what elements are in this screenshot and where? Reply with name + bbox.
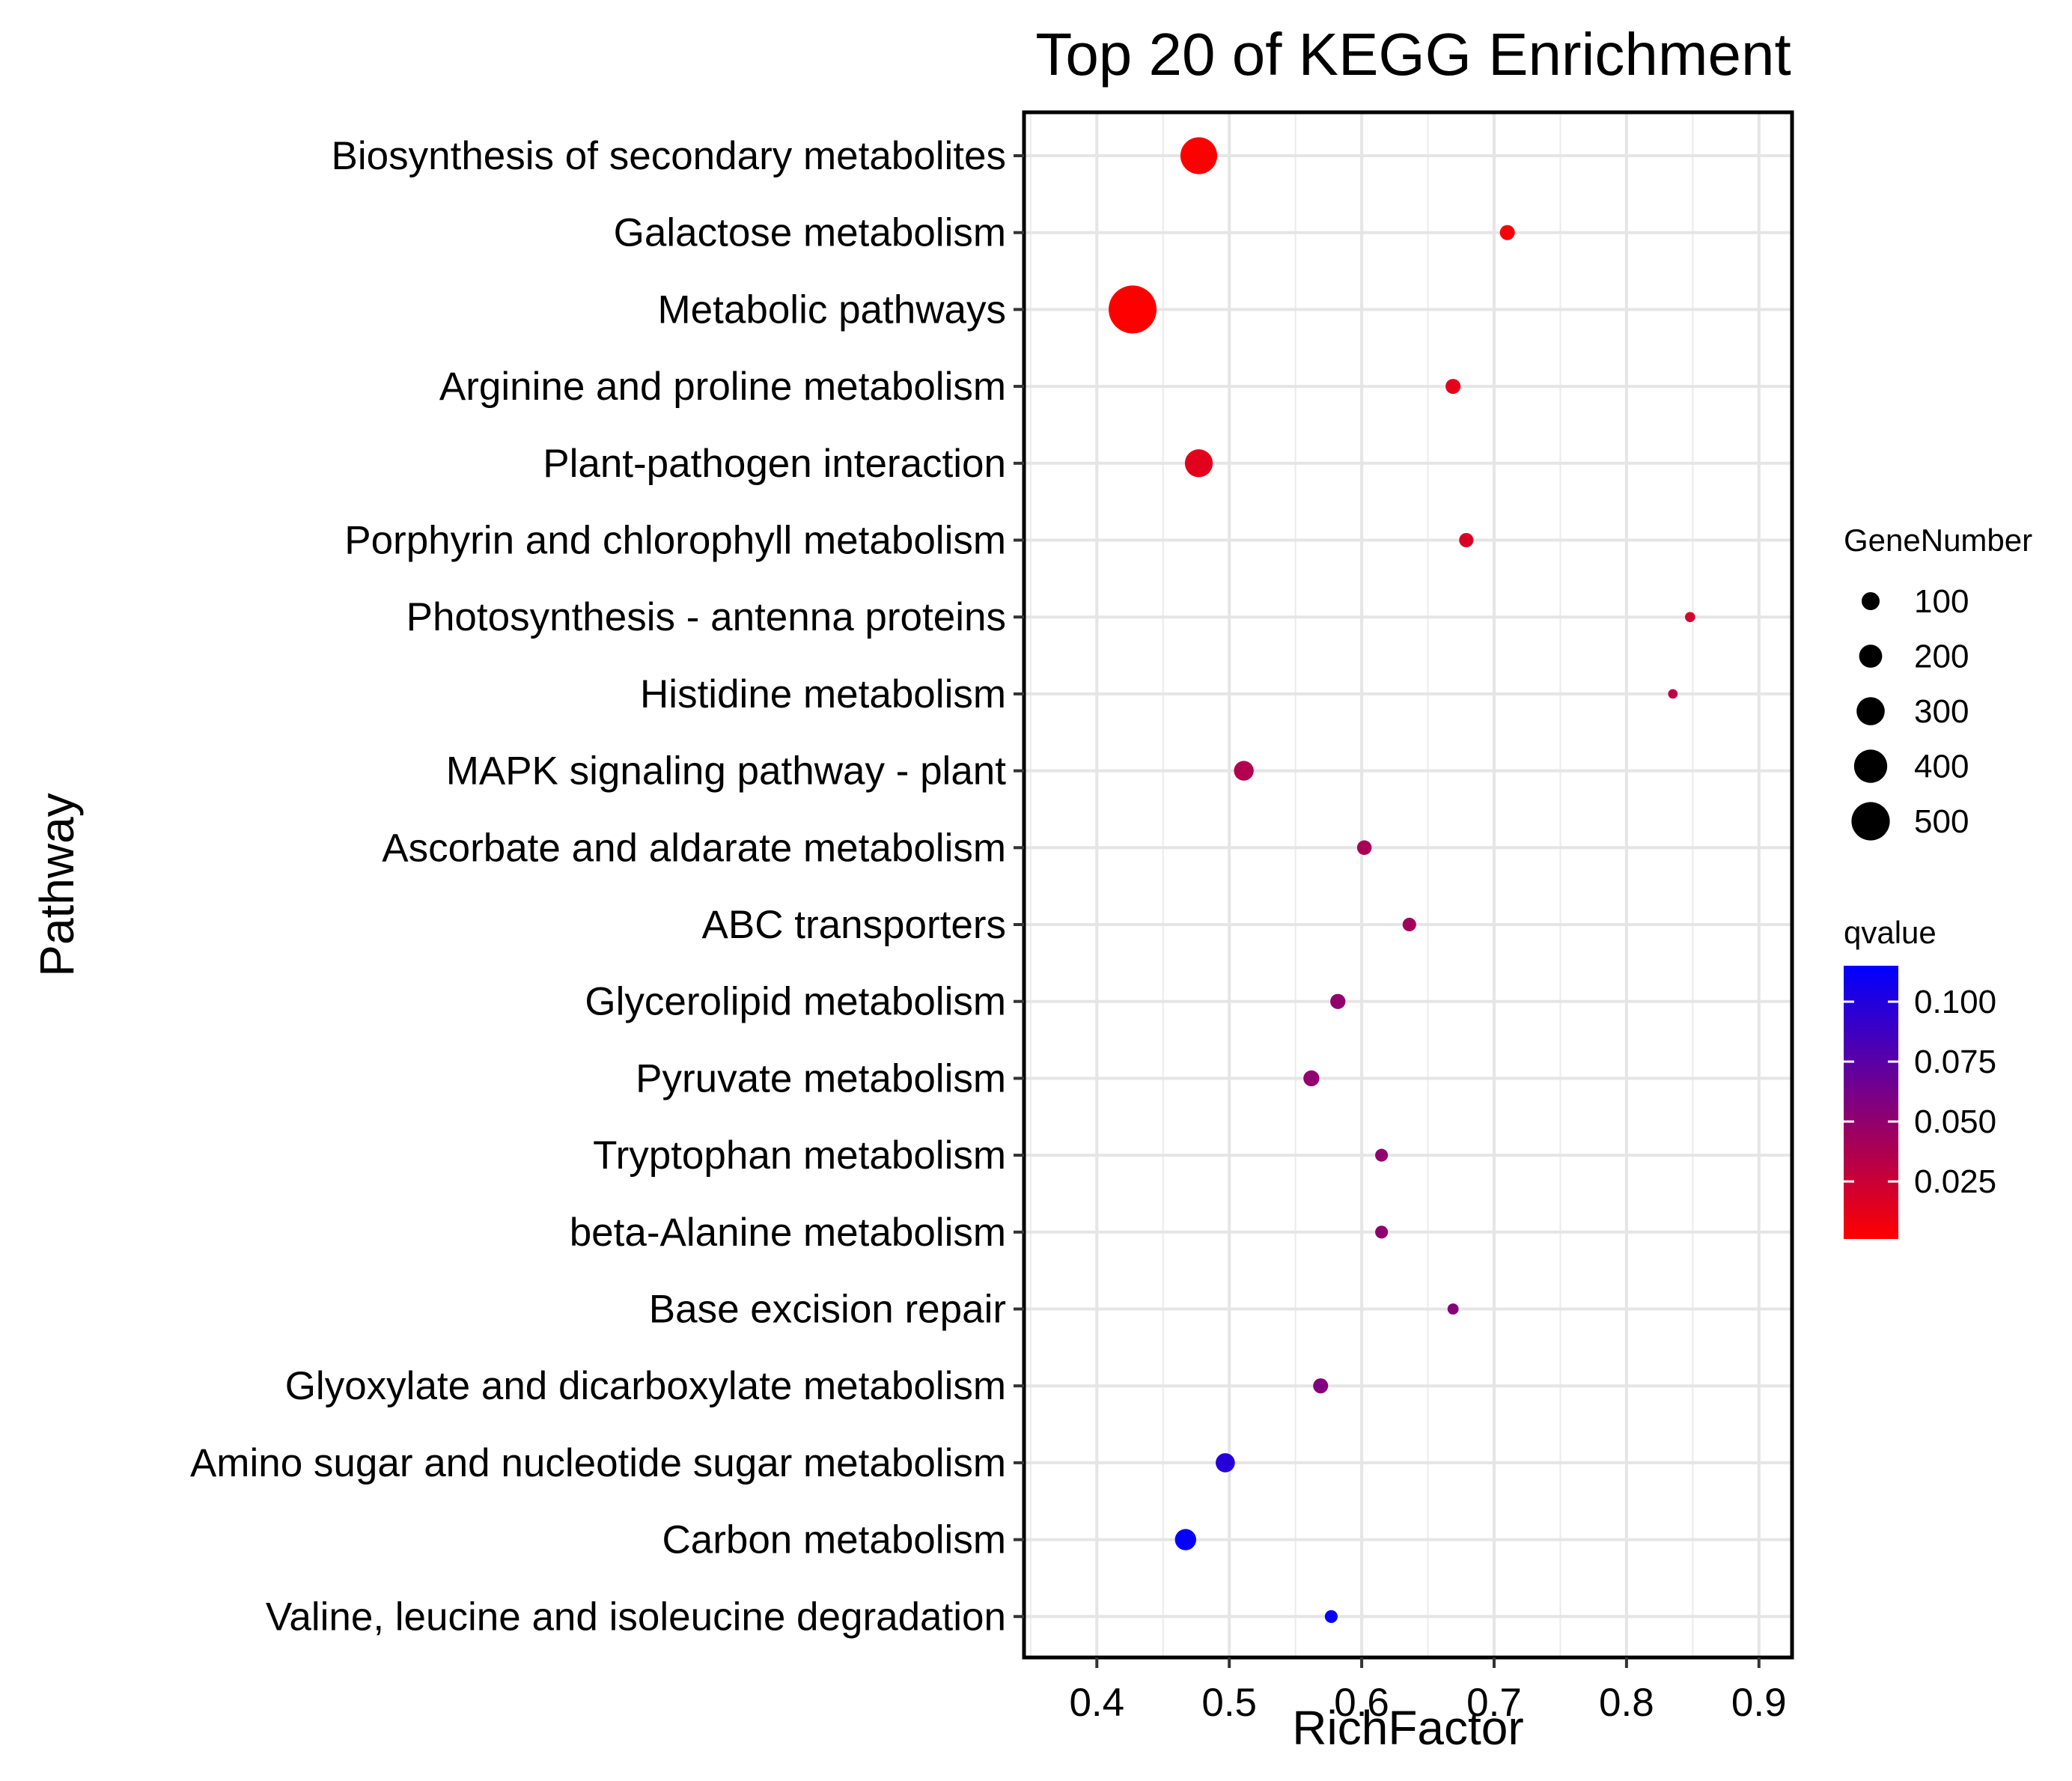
x-tick-label: 0.7 bbox=[1466, 1681, 1522, 1725]
size-legend-key bbox=[1856, 697, 1885, 725]
colorbar-tick-label: 0.075 bbox=[1914, 1044, 1996, 1080]
size-legend-label: 500 bbox=[1914, 803, 1969, 840]
size-legend-key bbox=[1851, 802, 1890, 841]
point-base-excision-repair bbox=[1447, 1303, 1459, 1315]
plot-grid bbox=[1024, 112, 1792, 1657]
point-carbon-metabolism bbox=[1174, 1529, 1196, 1550]
y-tick-label: Galactose metabolism bbox=[614, 211, 1006, 255]
color-legend-title: qvalue bbox=[1844, 915, 1937, 950]
x-tick-label: 0.6 bbox=[1334, 1681, 1389, 1725]
x-tick-label: 0.5 bbox=[1201, 1681, 1257, 1725]
qvalue-colorbar bbox=[1844, 966, 1898, 1239]
y-tick-label: Arginine and proline metabolism bbox=[439, 365, 1006, 409]
y-tick-label: Glyoxylate and dicarboxylate metabolism bbox=[285, 1364, 1006, 1408]
qvalue-legend: qvalue 0.025 0.050 0.075 0.100 bbox=[1844, 915, 1996, 1239]
point-photosynthesis-antenna-proteins bbox=[1685, 612, 1695, 622]
y-tick-label: Metabolic pathways bbox=[658, 287, 1006, 332]
size-legend-label: 100 bbox=[1914, 583, 1969, 620]
y-axis: Biosynthesis of secondary metabolites Gal… bbox=[190, 134, 1024, 1639]
y-tick-label: Pyruvate metabolism bbox=[636, 1056, 1006, 1100]
point-amino-sugar-and-nucleotide-sugar-metabolism bbox=[1216, 1453, 1235, 1473]
colorbar-tick-label: 0.050 bbox=[1914, 1103, 1996, 1140]
point-porphyrin-and-chlorophyll-metabolism bbox=[1459, 532, 1474, 548]
point-glyoxylate-and-dicarboxylate-metabolism bbox=[1313, 1378, 1329, 1394]
point-arginine-and-proline-metabolism bbox=[1445, 379, 1461, 395]
y-tick-label: beta-Alanine metabolism bbox=[570, 1211, 1006, 1255]
size-legend-title: GeneNumber bbox=[1844, 523, 2032, 558]
y-axis-label: Pathway bbox=[30, 793, 84, 976]
point-histidine-metabolism bbox=[1668, 689, 1678, 699]
y-tick-label: Glycerolipid metabolism bbox=[585, 980, 1006, 1024]
size-legend-label: 200 bbox=[1914, 639, 1969, 675]
size-legend-label: 400 bbox=[1914, 749, 1969, 785]
y-tick-label: Plant-pathogen interaction bbox=[543, 442, 1006, 486]
x-tick-label: 0.4 bbox=[1069, 1681, 1124, 1725]
y-tick-label: Valine, leucine and isoleucine degradati… bbox=[266, 1595, 1006, 1639]
point-beta-alanine-metabolism bbox=[1375, 1226, 1389, 1239]
y-tick-label: Ascorbate and aldarate metabolism bbox=[382, 826, 1006, 870]
y-tick-label: Carbon metabolism bbox=[662, 1518, 1006, 1562]
chart-title: Top 20 of KEGG Enrichment bbox=[1035, 21, 1791, 88]
size-legend-label: 300 bbox=[1914, 693, 1969, 730]
point-glycerolipid-metabolism bbox=[1330, 993, 1346, 1009]
point-valine-leucine-and-isoleucine-degradation bbox=[1324, 1610, 1338, 1623]
y-tick-label: Base excision repair bbox=[649, 1288, 1006, 1332]
x-tick-label: 0.9 bbox=[1731, 1681, 1787, 1725]
colorbar-tick-label: 0.025 bbox=[1914, 1163, 1996, 1200]
point-biosynthesis-of-secondary-metabolites bbox=[1180, 137, 1218, 174]
x-axis: 0.4 0.5 0.6 0.7 0.8 0.9 bbox=[1069, 1657, 1787, 1725]
y-tick-label: Histidine metabolism bbox=[640, 672, 1006, 716]
x-axis-label: RichFactor bbox=[1292, 1701, 1523, 1755]
point-galactose-metabolism bbox=[1499, 225, 1515, 240]
plot-panel-border bbox=[1022, 110, 1794, 1660]
point-metabolic-pathways bbox=[1109, 285, 1157, 334]
point-ascorbate-and-aldarate-metabolism bbox=[1356, 840, 1372, 856]
point-pyruvate-metabolism bbox=[1303, 1070, 1320, 1087]
plot-points bbox=[1109, 137, 1695, 1623]
y-tick-label: Photosynthesis - antenna proteins bbox=[406, 595, 1006, 639]
y-tick-label: Tryptophan metabolism bbox=[593, 1133, 1006, 1178]
y-tick-label: Amino sugar and nucleotide sugar metabol… bbox=[190, 1441, 1006, 1485]
y-tick-label: MAPK signaling pathway - plant bbox=[446, 749, 1007, 794]
point-tryptophan-metabolism bbox=[1375, 1148, 1389, 1162]
gene-number-legend: GeneNumber 100 200 300 400 500 bbox=[1844, 523, 2032, 841]
point-plant-pathogen-interaction bbox=[1184, 449, 1213, 478]
y-tick-label: Porphyrin and chlorophyll metabolism bbox=[344, 519, 1006, 563]
colorbar-tick-label: 0.100 bbox=[1914, 984, 1996, 1020]
point-mapk-signaling-pathway-plant bbox=[1234, 761, 1254, 781]
point-abc-transporters bbox=[1402, 917, 1416, 932]
size-legend-key bbox=[1859, 645, 1883, 668]
size-legend-key bbox=[1853, 749, 1888, 783]
y-tick-label: Biosynthesis of secondary metabolites bbox=[332, 134, 1006, 178]
size-legend-key bbox=[1862, 592, 1880, 610]
y-tick-label: ABC transporters bbox=[702, 903, 1006, 947]
x-tick-label: 0.8 bbox=[1599, 1681, 1654, 1725]
